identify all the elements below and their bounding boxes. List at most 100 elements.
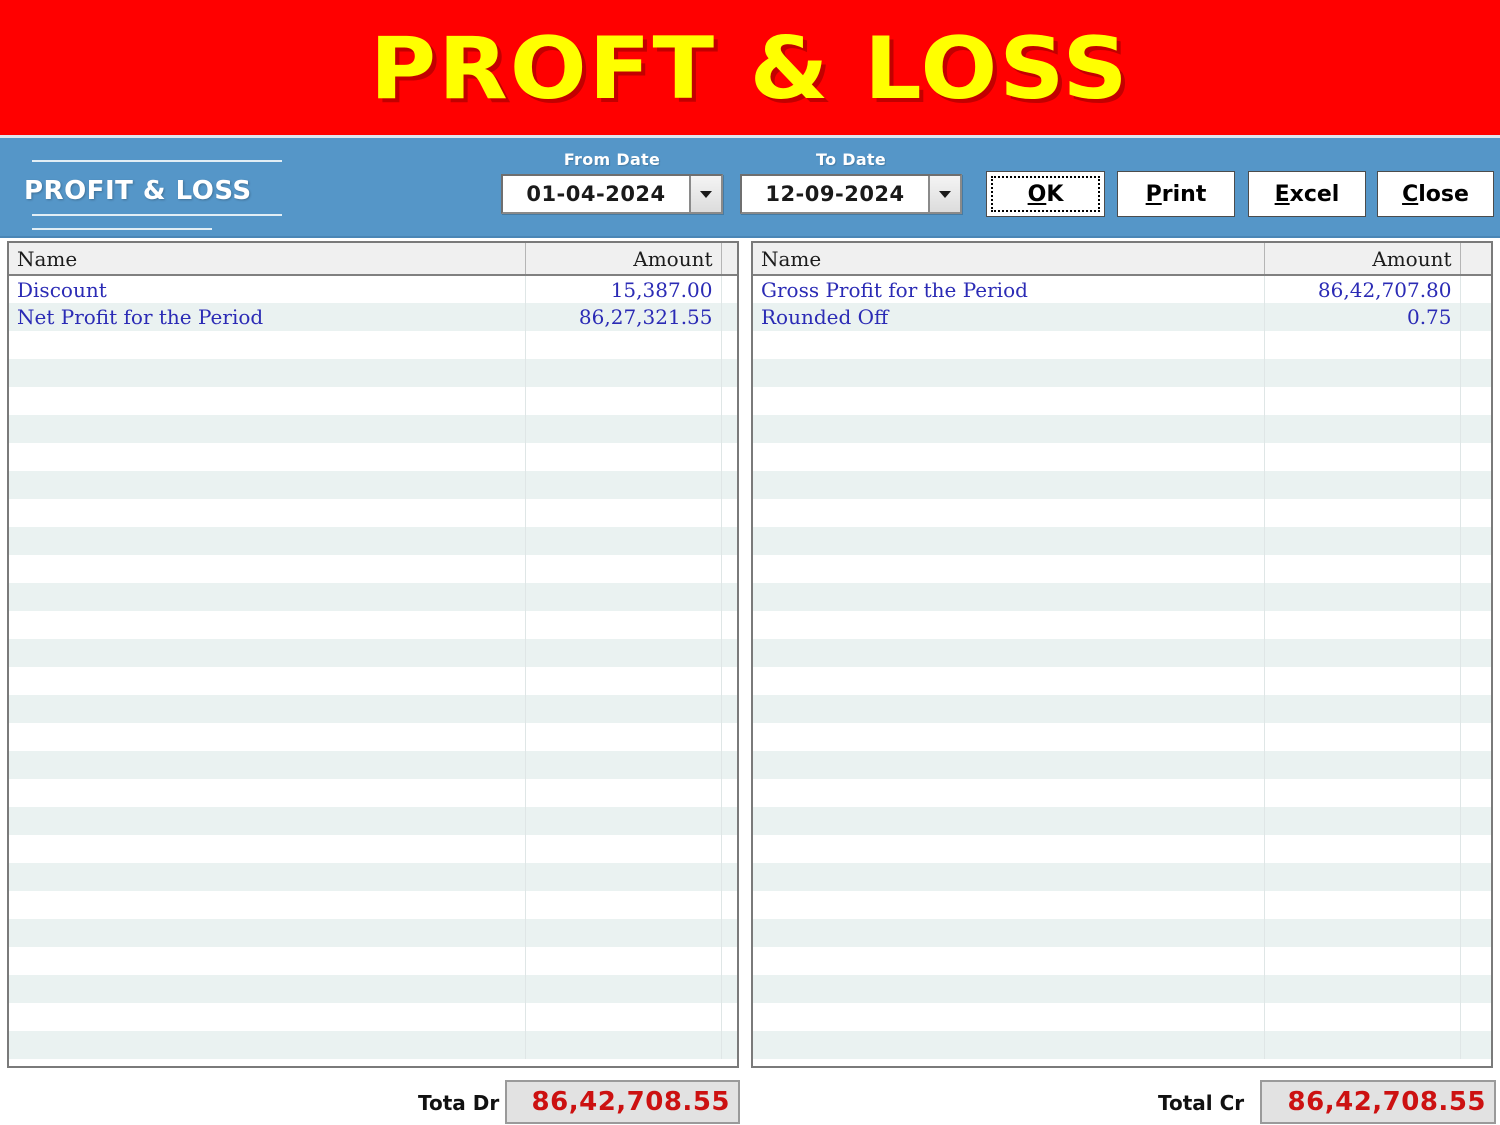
table-row[interactable] [9, 835, 737, 863]
table-row[interactable] [9, 499, 737, 527]
cell-name[interactable] [753, 723, 1265, 751]
cell-name[interactable] [753, 555, 1265, 583]
cell-amount[interactable] [525, 1003, 722, 1031]
cell-name[interactable] [9, 471, 526, 499]
debit-header-amount[interactable]: Amount [525, 243, 722, 276]
table-row[interactable]: Rounded Off 0.75 [753, 303, 1491, 331]
table-row[interactable] [753, 891, 1491, 919]
cell-amount[interactable] [525, 919, 722, 947]
table-row[interactable] [9, 863, 737, 891]
cell-amount[interactable] [525, 527, 722, 555]
table-row[interactable]: Net Profit for the Period 86,27,321.55 [9, 303, 737, 331]
table-row[interactable] [9, 1031, 737, 1059]
cell-name[interactable] [753, 527, 1265, 555]
cell-name[interactable] [753, 919, 1265, 947]
cell-amount[interactable] [1264, 415, 1461, 443]
table-row[interactable] [753, 947, 1491, 975]
cell-name[interactable] [9, 919, 526, 947]
table-row[interactable] [9, 611, 737, 639]
cell-name[interactable] [9, 555, 526, 583]
cell-name[interactable] [9, 527, 526, 555]
table-row[interactable] [9, 387, 737, 415]
cell-name[interactable] [9, 723, 526, 751]
cell-amount[interactable] [1264, 499, 1461, 527]
cell-name[interactable] [753, 1031, 1265, 1059]
cell-amount[interactable] [525, 891, 722, 919]
cell-amount[interactable]: 86,27,321.55 [525, 303, 722, 331]
cell-name[interactable] [753, 863, 1265, 891]
table-row[interactable] [753, 359, 1491, 387]
table-row[interactable] [753, 499, 1491, 527]
cell-name[interactable] [753, 443, 1265, 471]
cell-name[interactable] [753, 387, 1265, 415]
cell-name[interactable] [753, 975, 1265, 1003]
table-row[interactable] [753, 331, 1491, 359]
cell-name[interactable] [753, 751, 1265, 779]
table-row[interactable] [9, 919, 737, 947]
cell-amount[interactable] [1264, 695, 1461, 723]
cell-amount[interactable] [1264, 751, 1461, 779]
from-date-dropdown-arrow-icon[interactable] [689, 176, 721, 212]
cell-amount[interactable] [525, 583, 722, 611]
cell-amount[interactable] [1264, 527, 1461, 555]
table-row[interactable] [9, 415, 737, 443]
table-row[interactable]: Gross Profit for the Period 86,42,707.80 [753, 275, 1491, 303]
cell-name[interactable] [9, 695, 526, 723]
table-row[interactable] [753, 639, 1491, 667]
table-row[interactable] [753, 527, 1491, 555]
table-row[interactable] [9, 527, 737, 555]
cell-name[interactable] [753, 583, 1265, 611]
cell-name[interactable] [753, 807, 1265, 835]
cell-amount[interactable] [525, 331, 722, 359]
cell-amount[interactable] [525, 499, 722, 527]
cell-name[interactable]: Discount [9, 275, 526, 303]
cell-amount[interactable] [1264, 667, 1461, 695]
cell-name[interactable] [753, 415, 1265, 443]
cell-amount[interactable] [1264, 471, 1461, 499]
table-row[interactable] [9, 1003, 737, 1031]
table-row[interactable] [9, 471, 737, 499]
cell-name[interactable] [753, 471, 1265, 499]
debit-header-name[interactable]: Name [9, 243, 526, 276]
table-row[interactable] [9, 359, 737, 387]
cell-amount[interactable] [525, 723, 722, 751]
cell-name[interactable] [753, 611, 1265, 639]
debit-grid[interactable]: Name Amount Discount 15,387.00 Net Profit … [7, 241, 739, 1068]
cell-name[interactable] [9, 639, 526, 667]
cell-name[interactable] [753, 667, 1265, 695]
table-row[interactable] [753, 1003, 1491, 1031]
cell-amount[interactable] [1264, 863, 1461, 891]
table-row[interactable] [753, 975, 1491, 1003]
cell-amount[interactable] [525, 863, 722, 891]
cell-amount[interactable] [525, 1031, 722, 1059]
cell-name[interactable] [753, 947, 1265, 975]
cell-name[interactable] [9, 331, 526, 359]
cell-name[interactable] [753, 331, 1265, 359]
cell-name[interactable] [9, 751, 526, 779]
cell-amount[interactable] [1264, 835, 1461, 863]
cell-name[interactable]: Net Profit for the Period [9, 303, 526, 331]
cell-amount[interactable] [525, 835, 722, 863]
table-row[interactable] [753, 387, 1491, 415]
credit-header-amount[interactable]: Amount [1264, 243, 1461, 276]
cell-name[interactable] [9, 863, 526, 891]
cell-name[interactable] [9, 891, 526, 919]
table-row[interactable] [753, 863, 1491, 891]
table-row[interactable] [753, 611, 1491, 639]
from-date-value[interactable]: 01-04-2024 [526, 182, 666, 206]
to-date-value[interactable]: 12-09-2024 [765, 182, 905, 206]
table-row[interactable] [9, 695, 737, 723]
cell-amount[interactable]: 15,387.00 [525, 275, 722, 303]
table-row[interactable] [753, 807, 1491, 835]
cell-amount[interactable] [1264, 779, 1461, 807]
cell-amount[interactable] [1264, 555, 1461, 583]
cell-amount[interactable] [1264, 975, 1461, 1003]
to-date-combobox[interactable]: 12-09-2024 [740, 174, 962, 214]
cell-amount[interactable] [1264, 331, 1461, 359]
cell-amount[interactable] [525, 471, 722, 499]
cell-amount[interactable] [525, 975, 722, 1003]
